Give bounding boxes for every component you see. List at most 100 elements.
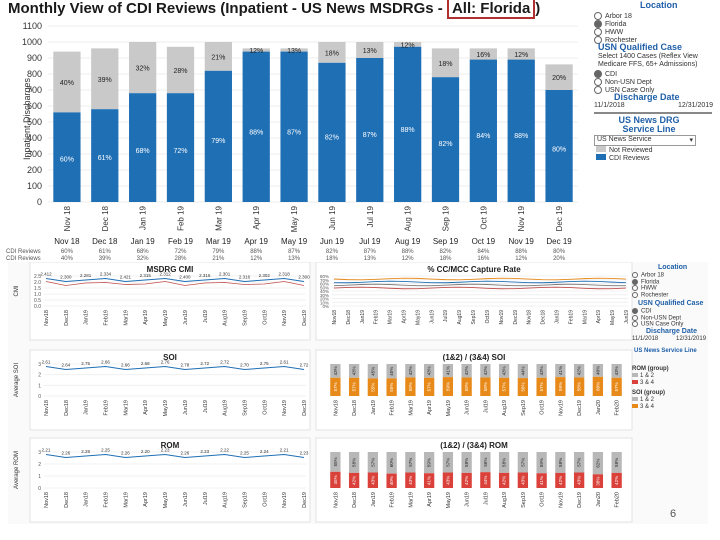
- date-to[interactable]: 12/31/2019: [678, 102, 714, 109]
- soi-stack-bar-bottom: [555, 377, 566, 396]
- soi-stack-label-bottom: 55%: [370, 383, 375, 392]
- rom-value-label: 2.21: [280, 448, 289, 453]
- drg-title: US News DRG Service Line: [618, 115, 680, 134]
- usn-option[interactable]: CDI: [594, 70, 654, 78]
- soi-stack-bar-bottom: [386, 378, 397, 396]
- cc-x-label: Oct19: [485, 310, 491, 324]
- y-tick-label: 0: [38, 486, 41, 492]
- rom-stack-x-label: Apr19: [427, 492, 433, 507]
- bar-reviewed: [166, 93, 195, 202]
- msdrg-value-label: 2.300: [298, 275, 310, 280]
- soi-stack-bar-top: [367, 364, 379, 379]
- bar-label-not-reviewed: 13%: [363, 48, 377, 55]
- location-option[interactable]: Florida: [594, 20, 637, 28]
- msdrg-x-label: Apr19: [143, 310, 149, 325]
- soi-x-label: Jul19: [203, 400, 209, 413]
- rom-x-label: Oct19: [262, 492, 268, 507]
- date-slider[interactable]: [594, 112, 712, 114]
- rom-value-label: 2.23: [161, 448, 170, 453]
- radio-icon: [594, 36, 602, 44]
- bar-label-not-reviewed: 12%: [249, 48, 263, 55]
- location-option[interactable]: Rochester: [632, 291, 668, 298]
- bar-label-not-reviewed: 16%: [476, 52, 490, 59]
- soi-x-label: Apr19: [143, 400, 149, 415]
- location-option[interactable]: Florida: [632, 278, 668, 285]
- cc-x-label: Feb19: [374, 310, 380, 324]
- soi-stack-label-bottom: 57%: [502, 382, 507, 391]
- location-option[interactable]: HWW: [632, 285, 668, 292]
- x-tick-label: Oct 19: [479, 205, 488, 229]
- y-tick-label: 30%: [320, 293, 329, 298]
- y-tick-label: 60%: [320, 282, 329, 287]
- bar-label-not-reviewed: 13%: [287, 48, 301, 55]
- title-suffix: ): [535, 0, 541, 17]
- rom-x-label: Nov18: [44, 492, 50, 508]
- bar-not-reviewed: [431, 48, 460, 78]
- rom-stack-label-bottom: 44%: [483, 476, 488, 485]
- row-value-1: 82%: [439, 249, 452, 255]
- row-value-1: 87%: [364, 249, 377, 255]
- cc-x-label: Nov18: [527, 310, 533, 325]
- row-value-1: 60%: [61, 249, 74, 255]
- rom-x-label: Dec18: [64, 492, 70, 508]
- x-tick-label: Jun 19: [328, 205, 337, 230]
- rom-stack-bar-bottom: [611, 472, 622, 488]
- location-option[interactable]: Arbor 18: [594, 12, 637, 20]
- cc-line: [333, 277, 627, 281]
- date-from[interactable]: 11/1/2018: [594, 102, 625, 109]
- bar-reviewed: [394, 46, 422, 202]
- rom-stack-x-label: Jul19: [483, 492, 489, 505]
- rom-value-label: 2.20: [141, 449, 150, 454]
- date-from-small[interactable]: 11/1/2018: [632, 336, 659, 342]
- location-option[interactable]: Rochester: [594, 36, 637, 44]
- rom-stack-bar-bottom: [423, 473, 435, 488]
- rom-value-label: 2.28: [81, 449, 90, 454]
- y-tick-label: 1: [38, 383, 41, 389]
- month-label-bottom: Dec 19: [546, 237, 572, 246]
- bar-label-reviewed: 88%: [401, 127, 415, 134]
- usn-option[interactable]: Non-USN Dept: [632, 314, 683, 321]
- rom-x-label: Feb19: [104, 492, 110, 508]
- soi-stack-bar-top: [592, 364, 604, 377]
- rom-stack-x-label: Jan19: [371, 492, 377, 507]
- soi-stack-bar-top: [555, 364, 566, 378]
- row-value-1: 88%: [402, 249, 415, 255]
- chevron-down-icon: ▾: [689, 137, 693, 144]
- msdrg-value-label: 2.281: [80, 273, 92, 278]
- rom-x-label: Jun19: [183, 492, 189, 507]
- drg-select[interactable]: US News Service ▾: [594, 135, 696, 146]
- rom-stack-label-top: 62%: [595, 459, 600, 468]
- rom-stack-x-label: Nov19: [558, 492, 564, 508]
- rom-stack-bar-bottom: [498, 472, 510, 488]
- soi-stack-label-top: 41%: [445, 366, 450, 375]
- date-to-small[interactable]: 12/31/2019: [676, 336, 707, 342]
- soi-stack-label-bottom: 55%: [389, 383, 394, 392]
- soi-stack-bar-top: [498, 364, 510, 378]
- rom-stack-label-top: 57%: [445, 458, 450, 467]
- rom-value-label: 2.23: [200, 449, 209, 454]
- cc-line: [333, 280, 627, 284]
- soi-x-label: Nov18: [44, 400, 50, 416]
- cc-x-label: Jan19: [360, 310, 366, 324]
- page-number: 6: [670, 508, 677, 520]
- soi-stack-bar-top: [442, 364, 454, 378]
- usn-option[interactable]: Non-USN Dept: [594, 78, 654, 86]
- bar-label-not-reviewed: 20%: [552, 75, 566, 82]
- bar-not-reviewed: [204, 42, 232, 71]
- usn-option[interactable]: USN Case Only: [632, 321, 683, 328]
- soi-x-label: Sep19: [242, 400, 248, 416]
- location-option[interactable]: HWW: [594, 28, 637, 36]
- usn-option[interactable]: CDI: [632, 308, 683, 315]
- rom-stack-bar-top: [536, 452, 547, 474]
- legend-reviewed: CDI Reviews: [596, 154, 653, 162]
- row-value-2: 39%: [99, 256, 112, 260]
- radio-icon: [632, 314, 638, 321]
- usn-option[interactable]: USN Case Only: [594, 86, 654, 94]
- cc-x-label: Apr19: [402, 310, 408, 324]
- soi-value-label: 2.72: [200, 361, 209, 366]
- rom-stack-bar-bottom: [442, 472, 454, 488]
- month-label-bottom: Jan 19: [131, 237, 156, 246]
- location-option[interactable]: Arbor 18: [632, 272, 668, 279]
- soi-stack-bar-bottom: [611, 377, 622, 396]
- rom-stack-label-top: 58%: [464, 458, 469, 467]
